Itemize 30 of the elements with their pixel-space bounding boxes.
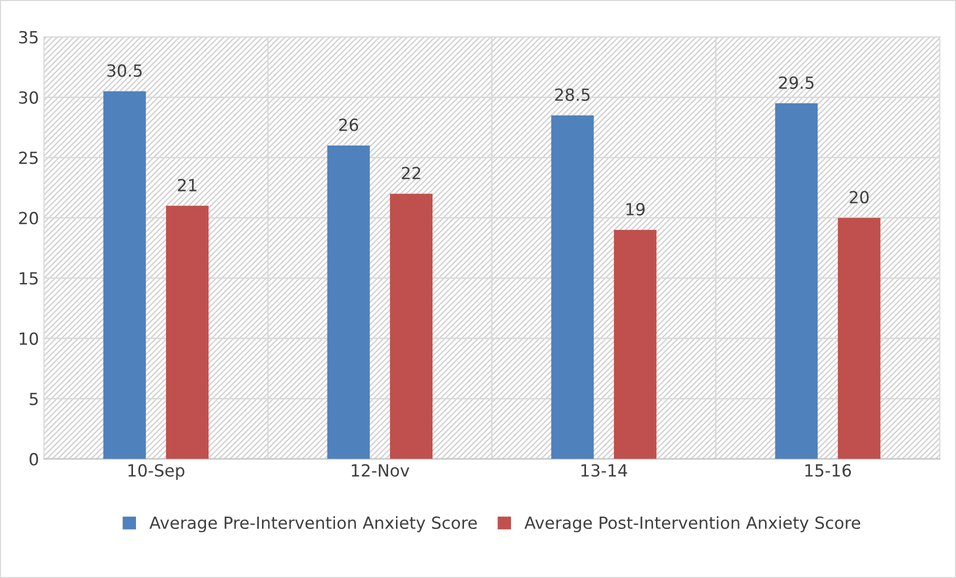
y-tick-label: 15 (20, 272, 38, 285)
legend-label: Average Post-Intervention Anxiety Score (524, 516, 860, 532)
bar (775, 103, 818, 459)
data-label: 28.5 (555, 88, 590, 102)
x-tick-label: 13-14 (581, 464, 628, 477)
y-tick-label: 20 (19, 212, 38, 224)
bar (390, 194, 433, 459)
y-tick-label: 10 (20, 332, 38, 345)
data-label: 30.5 (107, 64, 142, 77)
data-label: 26 (339, 118, 358, 132)
y-tick-label: 25 (19, 152, 38, 164)
legend-label: Average Pre-Intervention Anxiety Score (149, 516, 477, 532)
y-tick-label: 30 (19, 91, 38, 104)
data-label: 29.5 (779, 76, 814, 89)
bar (614, 230, 656, 459)
data-label: 21 (178, 178, 196, 192)
bar (166, 206, 209, 459)
y-tick-label: 5 (30, 392, 38, 406)
x-tick-label: 15-16 (805, 464, 851, 477)
bar (103, 91, 146, 459)
data-label: 22 (402, 166, 420, 180)
bar (551, 115, 594, 459)
bar (327, 145, 370, 459)
data-label: 19 (626, 202, 645, 216)
y-tick-label: 35 (19, 30, 38, 44)
data-label: 20 (850, 190, 869, 204)
y-tick-label: 0 (30, 452, 38, 466)
bar (838, 218, 880, 459)
x-tick-label: 10-Sep (128, 464, 184, 480)
x-tick-label: 12-Nov (352, 464, 410, 477)
